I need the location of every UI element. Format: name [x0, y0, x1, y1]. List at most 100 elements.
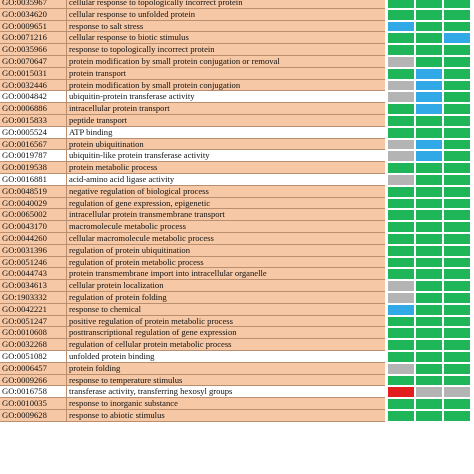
column-gap	[385, 138, 387, 151]
table-row: GO:0005524 ATP binding	[0, 126, 474, 139]
column-gap	[385, 268, 387, 281]
table-row: GO:0065002 intracellular protein transmem…	[0, 209, 474, 222]
status-cell-green	[443, 185, 471, 198]
status-cell-green	[443, 374, 471, 387]
column-gap	[385, 315, 387, 328]
status-cell-green	[415, 315, 443, 328]
go-id-cell: GO:0005524	[0, 126, 67, 139]
column-gap	[385, 174, 387, 186]
status-cell-red	[387, 386, 415, 399]
status-cell-green	[415, 174, 443, 186]
status-cell-green	[443, 351, 471, 363]
table-row: GO:0051247 positive regulation of protein…	[0, 315, 474, 328]
go-term-cell: regulation of protein metabolic process	[67, 256, 385, 269]
status-cell-green	[415, 32, 443, 45]
right-margin	[471, 0, 474, 474]
go-id-cell: GO:0070647	[0, 56, 67, 68]
status-cell-gray	[387, 292, 415, 304]
column-gap	[385, 221, 387, 233]
status-cell-green	[443, 115, 471, 127]
go-id-cell: GO:0042221	[0, 303, 67, 316]
go-id-cell: GO:0016881	[0, 174, 67, 186]
go-term-cell: cellular response to unfolded protein	[67, 8, 385, 21]
go-term-cell: cellular response to biotic stimulus	[67, 32, 385, 45]
go-term-cell: protein transport	[67, 67, 385, 80]
column-gap	[385, 327, 387, 340]
go-term-cell: positive regulation of protein metabolic…	[67, 315, 385, 328]
status-cell-gray	[387, 280, 415, 292]
status-cell-green	[443, 79, 471, 92]
status-cell-green	[415, 410, 443, 422]
go-term-cell: peptide transport	[67, 115, 385, 127]
status-cell-green	[415, 209, 443, 222]
go-term-cell: protein folding	[67, 362, 385, 375]
status-cell-green	[443, 67, 471, 80]
status-cell-green	[415, 244, 443, 257]
status-cell-blue	[415, 103, 443, 115]
status-cell-green	[387, 351, 415, 363]
column-gap	[385, 56, 387, 68]
column-gap	[385, 0, 387, 9]
status-cell-gray	[387, 56, 415, 68]
go-id-cell: GO:0071216	[0, 32, 67, 45]
go-id-cell: GO:0034613	[0, 280, 67, 292]
go-id-cell: GO:0016758	[0, 386, 67, 399]
status-cell-green	[443, 56, 471, 68]
status-cell-blue	[415, 79, 443, 92]
status-cell-green	[443, 44, 471, 56]
status-cell-green	[387, 67, 415, 80]
go-term-cell: acid-amino acid ligase activity	[67, 174, 385, 186]
status-cell-green	[443, 315, 471, 328]
go-term-cell: protein ubiquitination	[67, 138, 385, 151]
go-id-cell: GO:0015833	[0, 115, 67, 127]
status-cell-green	[443, 174, 471, 186]
go-term-cell: protein modification by small protein co…	[67, 79, 385, 92]
status-cell-green	[387, 44, 415, 56]
go-term-cell: regulation of gene expression, epigeneti…	[67, 197, 385, 210]
table-row: GO:0048519 negative regulation of biologi…	[0, 185, 474, 198]
go-term-cell: protein transmembrane import into intrac…	[67, 268, 385, 281]
column-gap	[385, 339, 387, 351]
go-id-cell: GO:0051247	[0, 315, 67, 328]
column-gap	[385, 362, 387, 375]
go-term-cell: regulation of protein ubiquitination	[67, 244, 385, 257]
status-cell-green	[443, 91, 471, 104]
status-cell-green	[415, 126, 443, 139]
go-term-cell: transferase activity, transferring hexos…	[67, 386, 385, 399]
status-cell-blue	[415, 138, 443, 151]
table-row: GO:1903332 regulation of protein folding	[0, 292, 474, 304]
status-cell-green	[415, 0, 443, 9]
status-cell-gray	[387, 91, 415, 104]
status-cell-gray	[387, 362, 415, 375]
status-cell-green	[443, 150, 471, 163]
go-id-cell: GO:0035966	[0, 44, 67, 56]
status-cell-green	[387, 268, 415, 281]
go-term-cell: response to topologically incorrect prot…	[67, 44, 385, 56]
status-cell-green	[443, 280, 471, 292]
status-cell-green	[415, 44, 443, 56]
go-id-cell: GO:0019538	[0, 162, 67, 174]
status-cell-gray	[387, 150, 415, 163]
table-row: GO:0051246 regulation of protein metaboli…	[0, 256, 474, 269]
column-gap	[385, 185, 387, 198]
go-term-cell: intracellular protein transport	[67, 103, 385, 115]
column-gap	[385, 233, 387, 245]
status-cell-green	[415, 351, 443, 363]
table-row: GO:0035967 cellular response to topologic…	[0, 0, 474, 9]
status-cell-green	[415, 268, 443, 281]
go-term-cell: macromolecule metabolic process	[67, 221, 385, 233]
go-term-cell: cellular protein localization	[67, 280, 385, 292]
status-cell-green	[387, 398, 415, 410]
column-gap	[385, 256, 387, 269]
status-cell-green	[443, 8, 471, 21]
status-cell-green	[443, 103, 471, 115]
status-cell-green	[387, 244, 415, 257]
status-cell-green	[443, 410, 471, 422]
table-row: GO:0009266 response to temperature stimul…	[0, 374, 474, 387]
status-cell-blue	[415, 67, 443, 80]
status-cell-green	[443, 20, 471, 33]
column-gap	[385, 150, 387, 163]
go-term-cell: posttranscriptional regulation of gene e…	[67, 327, 385, 340]
column-gap	[385, 386, 387, 399]
status-cell-green	[387, 0, 415, 9]
